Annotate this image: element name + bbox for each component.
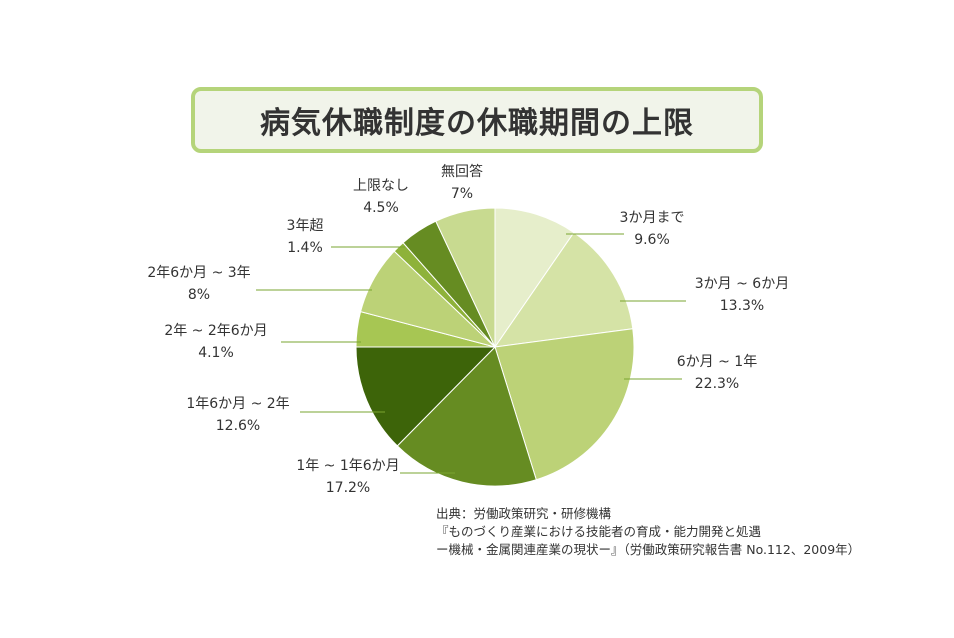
slice-category-label: 3か月 ~ 6か月 [695,276,789,292]
slice-category-label: 上限なし [353,178,409,194]
slice-category-label: 1年 ~ 1年6か月 [296,458,399,474]
slice-value-label: 7% [451,186,473,202]
slice-value-label: 12.6% [216,418,260,434]
slice-value-label: 1.4% [287,240,323,256]
chart-title-box: 病気休職制度の休職期間の上限 [191,87,763,153]
slice-category-label: 無回答 [441,163,483,180]
pie-slice [494,328,635,481]
slice-value-label: 17.2% [326,480,370,496]
leader-lines [256,233,686,474]
chart-title: 病気休職制度の休職期間の上限 [260,106,694,141]
slice-category-label: 2年6か月 ~ 3年 [147,265,250,281]
slice-category-label: 6か月 ~ 1年 [677,354,757,370]
slice-category-label: 1年6か月 ~ 2年 [186,396,289,412]
slice-value-label: 13.3% [720,298,764,314]
source-line: ー機械・金属関連産業の現状ー』（労働政策研究報告書 No.112、2009年） [436,542,861,557]
slice-category-label: 3か月まで [620,210,685,226]
pie-slice [435,207,496,348]
pie-slice [355,346,497,447]
slice-value-label: 8% [188,287,210,303]
pie-slice [396,346,537,487]
pie-slices [355,207,635,487]
source-line: 『ものづくり産業における技能者の育成・能力開発と処遇 [436,524,762,539]
slice-labels: 3か月まで 9.6% 3か月 ~ 6か月 13.3% 6か月 ~ 1年 22.3% 1年 ~… [147,163,789,496]
slice-category-label: 3年超 [287,218,324,234]
source-line: 出典：労働政策研究・研修機構 [436,506,612,521]
slice-category-label: 2年 ~ 2年6か月 [164,323,267,339]
pie-slice [494,207,575,349]
slice-value-label: 9.6% [634,232,670,248]
slice-value-label: 22.3% [695,376,739,392]
slice-value-label: 4.5% [363,200,399,216]
pie-slice [493,231,634,348]
source-note: 出典：労働政策研究・研修機構 『ものづくり産業における技能者の育成・能力開発と処… [436,505,860,559]
slice-value-label: 4.1% [198,345,234,361]
